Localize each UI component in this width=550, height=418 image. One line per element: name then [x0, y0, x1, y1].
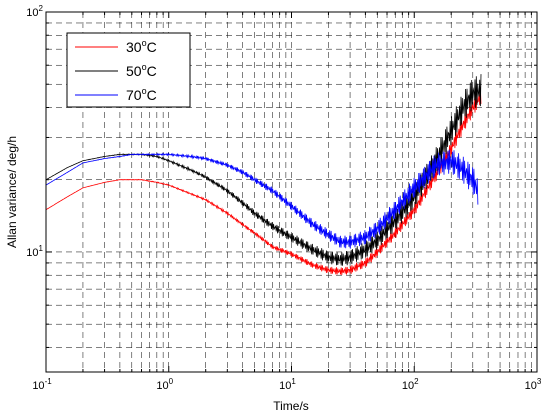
legend: 30oC 50oC 70oC [66, 32, 191, 108]
x-axis-label: Time/s [273, 399, 309, 413]
legend-label-30c: 30oC [126, 38, 157, 55]
tick-labels: 10-1 100 101 102 103 101 102 [26, 4, 542, 392]
y-tick-label: 101 [26, 244, 43, 259]
series-lines [45, 74, 482, 276]
x-tick-label: 103 [525, 377, 542, 392]
series-line-70c [45, 149, 479, 249]
y-tick-label: 102 [26, 4, 43, 19]
x-tick-label: 10-1 [32, 377, 52, 392]
y-axis-label: Allan variance/ deg/h [5, 136, 19, 248]
legend-label-70c: 70oC [126, 86, 157, 103]
x-tick-label: 100 [156, 377, 173, 392]
series-line-30c [45, 87, 482, 276]
axis-ticks [45, 11, 538, 372]
x-tick-label: 102 [402, 377, 419, 392]
legend-label-50c: 50oC [126, 62, 157, 79]
x-tick-label: 101 [279, 377, 296, 392]
